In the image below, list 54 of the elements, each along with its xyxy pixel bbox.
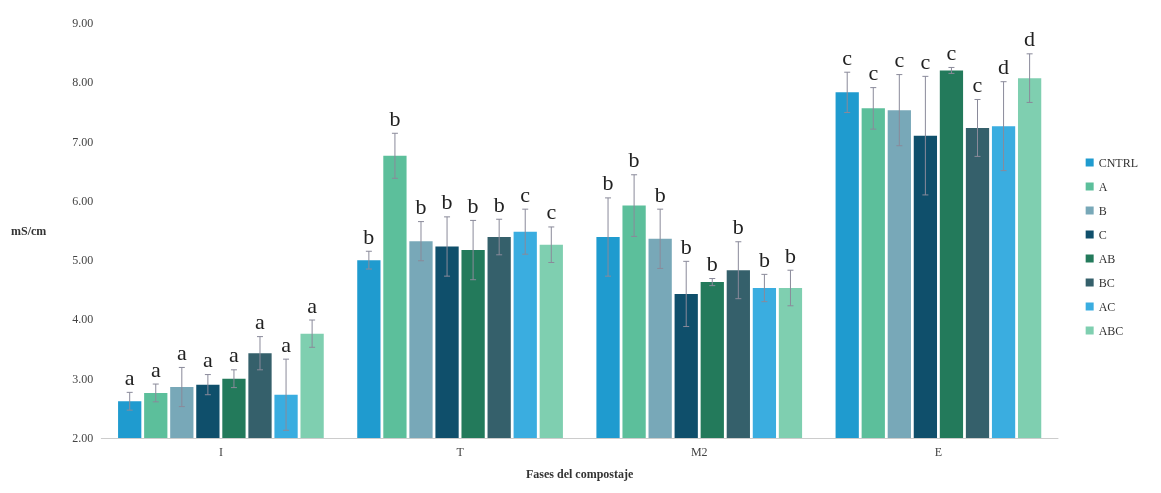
y-tick-label: 2.00 [72, 431, 94, 445]
legend-label: CNTRL [1098, 155, 1139, 170]
data-label: c [972, 71, 983, 97]
y-tick-label: 8.00 [72, 75, 94, 90]
x-tick-label: M2 [690, 445, 708, 459]
x-tick-label: I [218, 445, 223, 459]
data-label: a [229, 342, 240, 368]
data-label: b [389, 105, 401, 131]
x-tick-label: T [456, 445, 465, 459]
data-label: d [1024, 26, 1036, 52]
x-axis-title: Fases del compostaje [526, 467, 634, 481]
data-label: a [150, 356, 161, 382]
data-label: b [784, 242, 796, 268]
y-axis-title: mS/cm [11, 223, 47, 238]
legend-label: A [1098, 179, 1108, 194]
y-tick-label: 9.00 [72, 16, 94, 30]
data-label: c [946, 39, 957, 65]
data-label: c [894, 47, 905, 73]
data-label: b [602, 170, 614, 196]
y-tick-label: 7.00 [72, 134, 94, 149]
data-label: c [920, 48, 931, 74]
data-label: b [493, 191, 505, 217]
data-label: b [758, 246, 770, 272]
y-tick-label: 5.00 [72, 253, 94, 268]
data-label: c [868, 60, 879, 86]
data-label: d [998, 54, 1010, 80]
y-tick-label: 3.00 [72, 371, 94, 386]
data-label: c [842, 44, 853, 70]
data-label: b [706, 251, 718, 277]
y-tick-label: 4.00 [72, 312, 94, 327]
data-label: b [415, 194, 427, 220]
legend-label: BC [1098, 275, 1115, 290]
data-label: a [255, 309, 266, 335]
data-label: b [467, 192, 479, 218]
y-tick-label: 6.00 [72, 193, 94, 208]
data-label: c [520, 181, 531, 207]
data-label: b [441, 189, 453, 215]
data-label: b [363, 223, 375, 249]
data-label: b [654, 181, 666, 207]
x-tick-label: E [934, 445, 943, 459]
data-label: a [176, 339, 187, 365]
legend-label: B [1098, 203, 1107, 218]
legend-label: ABC [1098, 323, 1124, 338]
legend-label: C [1098, 227, 1107, 242]
data-label: a [307, 292, 318, 318]
data-label: a [124, 364, 135, 390]
data-label: b [680, 233, 692, 259]
data-label: c [546, 199, 557, 225]
data-label: b [732, 214, 744, 240]
legend-label: AB [1098, 251, 1116, 266]
data-label: a [203, 347, 213, 373]
data-label: a [281, 331, 292, 357]
legend-label: AC [1098, 299, 1116, 314]
data-label: b [628, 147, 640, 173]
